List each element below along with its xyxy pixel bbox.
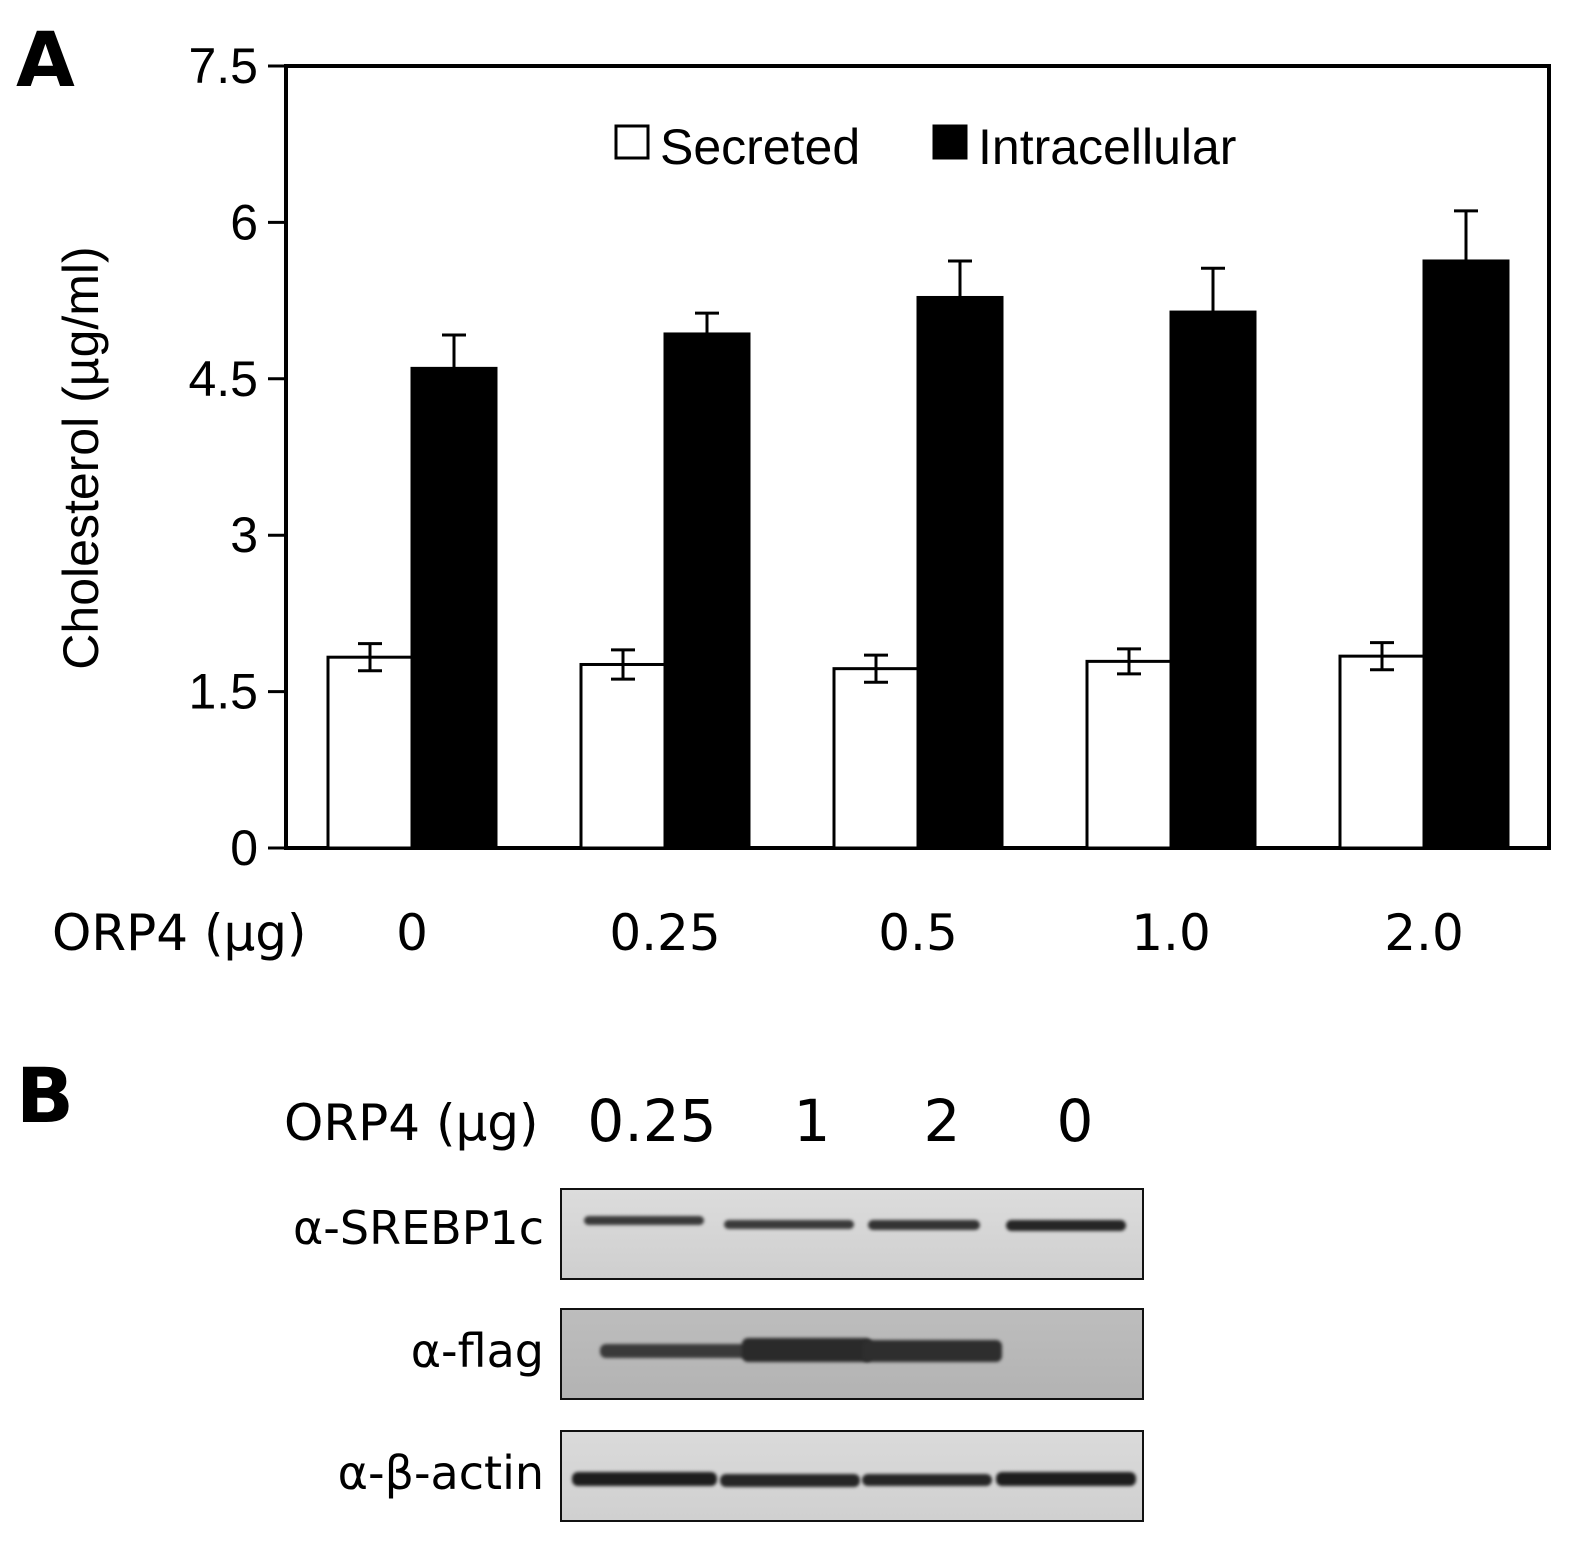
blot-label-flag: α-flag <box>411 1328 544 1374</box>
bar-intracellular-4 <box>1424 261 1508 848</box>
lane-label-4: 0 <box>1057 1092 1094 1150</box>
x-tick-label-3: 1.0 <box>1131 904 1211 962</box>
y-tick-label-4: 6 <box>230 194 258 250</box>
band-flag-lane-1 <box>600 1344 750 1358</box>
blot-membrane-beta-actin <box>560 1430 1144 1522</box>
bar-intracellular-3 <box>1171 312 1255 848</box>
blot-membrane-flag <box>560 1308 1144 1400</box>
y-tick-label-2: 3 <box>230 507 258 563</box>
blot-label-srebp1c: α-SREBP1c <box>293 1205 544 1251</box>
x-tick-labels: 0 0.25 0.5 1.0 2.0 <box>396 904 1464 962</box>
band-srebp1c-lane-3 <box>868 1220 980 1230</box>
blot-header-label: ORP4 (µg) <box>284 1098 539 1148</box>
bar-secreted-3 <box>1087 661 1171 848</box>
legend-label-secreted: Secreted <box>660 119 860 175</box>
blot-membrane-srebp1c <box>560 1188 1144 1280</box>
y-tick-label-0: 0 <box>230 820 258 876</box>
x-tick-label-4: 2.0 <box>1384 904 1464 962</box>
bar-intracellular-1 <box>665 334 749 848</box>
bar-secreted-1 <box>581 664 665 848</box>
bar-secreted-4 <box>1340 656 1424 848</box>
y-axis-ticks: 0 1.5 3 4.5 6 7.5 <box>188 38 286 876</box>
band-srebp1c-lane-2 <box>724 1220 854 1229</box>
blot-label-beta-actin: α-β-actin <box>338 1450 544 1496</box>
bar-secreted-0 <box>328 657 412 848</box>
bar-intracellular-0 <box>412 368 496 848</box>
legend-swatch-secreted <box>616 126 648 158</box>
y-tick-label-3: 4.5 <box>188 351 258 407</box>
x-tick-label-2: 0.5 <box>878 904 958 962</box>
x-axis-label: ORP4 (µg) <box>52 904 307 962</box>
y-axis-label: Cholesterol (µg/ml) <box>53 246 109 669</box>
legend: Secreted Intracellular <box>616 119 1236 175</box>
band-flag-lane-3 <box>862 1340 1002 1362</box>
x-tick-label-0: 0 <box>396 904 428 962</box>
bar-secreted-2 <box>834 669 918 848</box>
bars-group <box>328 261 1508 848</box>
legend-swatch-intracellular <box>934 126 966 158</box>
band-flag-lane-2 <box>742 1338 872 1362</box>
y-tick-label-5: 7.5 <box>188 38 258 94</box>
y-tick-label-1: 1.5 <box>188 664 258 720</box>
band-beta-actin-lane-1 <box>572 1472 717 1486</box>
legend-label-intracellular: Intracellular <box>978 119 1236 175</box>
band-beta-actin-lane-2 <box>720 1474 860 1487</box>
lane-label-2: 1 <box>794 1092 831 1150</box>
band-beta-actin-lane-3 <box>862 1474 992 1486</box>
band-beta-actin-lane-4 <box>996 1472 1136 1486</box>
band-srebp1c-lane-4 <box>1006 1220 1126 1231</box>
band-srebp1c-lane-1 <box>584 1216 704 1225</box>
x-tick-label-1: 0.25 <box>609 904 720 962</box>
bar-intracellular-2 <box>918 297 1002 848</box>
lane-label-1: 0.25 <box>587 1092 716 1150</box>
lane-label-3: 2 <box>924 1092 961 1150</box>
panel-b-letter: B <box>16 1058 74 1134</box>
bar-chart: 0 1.5 3 4.5 6 7.5 0 0.25 0.5 1.0 2.0 Secreted Intr… <box>0 0 1589 1000</box>
